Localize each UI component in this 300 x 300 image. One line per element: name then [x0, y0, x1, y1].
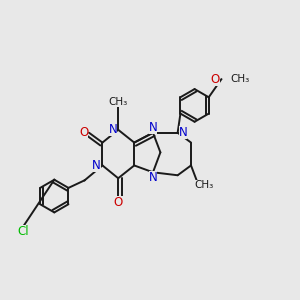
Text: O: O: [114, 196, 123, 209]
Text: N: N: [148, 171, 157, 184]
Text: CH₃: CH₃: [109, 97, 128, 107]
Text: Cl: Cl: [18, 225, 29, 238]
Text: N: N: [148, 121, 157, 134]
Text: O: O: [211, 73, 220, 86]
Text: N: N: [92, 159, 101, 172]
Text: N: N: [109, 123, 117, 136]
Text: N: N: [178, 126, 188, 139]
Text: CH₃: CH₃: [194, 180, 214, 190]
Text: O: O: [79, 126, 88, 139]
Text: CH₃: CH₃: [230, 74, 249, 84]
